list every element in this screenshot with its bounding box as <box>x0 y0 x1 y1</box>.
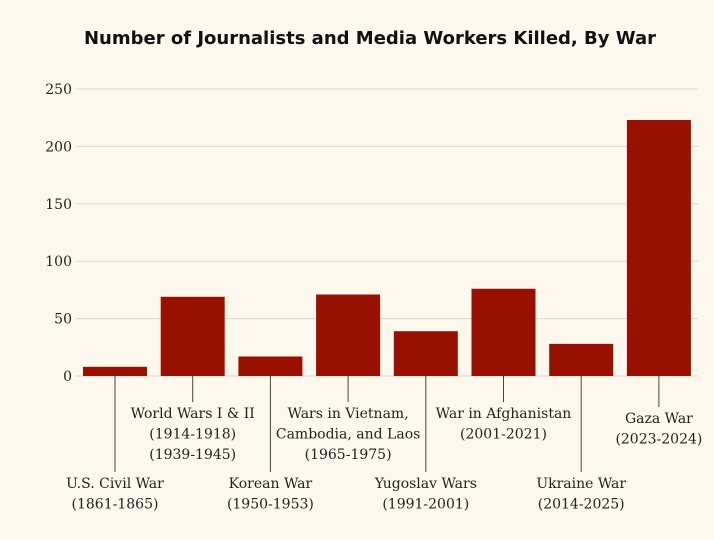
bar <box>316 294 381 376</box>
category-label: U.S. Civil War (1861-1865) <box>66 476 164 513</box>
category-label-line: Cambodia, and Laos <box>276 427 420 443</box>
category-label: Ukraine War (2014-2025) <box>536 476 626 513</box>
bar <box>471 288 536 376</box>
bar <box>83 366 147 376</box>
bar <box>549 343 614 376</box>
category-label-line: (2023-2024) <box>615 432 702 448</box>
category-label: World Wars I & II (1914-1918) (1939-1945) <box>131 406 255 463</box>
category-label: Korean War (1950-1953) <box>227 476 314 513</box>
category-label: Wars in Vietnam, Cambodia, and Laos (1965-… <box>276 406 420 463</box>
y-tick-label: 0 <box>63 369 72 385</box>
y-tick-label: 200 <box>45 139 72 155</box>
category-label-line: Wars in Vietnam, <box>288 406 409 422</box>
bar <box>238 356 303 376</box>
category-label-line: (2001-2021) <box>460 427 547 443</box>
bar <box>393 331 458 376</box>
category-label: Gaza War (2023-2024) <box>615 411 702 448</box>
category-leader-lines <box>114 376 660 472</box>
category-label: Yugoslav Wars (1991-2001) <box>374 476 477 513</box>
category-label-line: World Wars I & II <box>131 406 255 422</box>
y-tick-label: 250 <box>45 82 72 98</box>
category-label-line: (1861-1865) <box>72 497 159 513</box>
category-label: War in Afghanistan (2001-2021) <box>436 406 572 443</box>
category-label-line: (1965-1975) <box>305 447 392 463</box>
category-label-line: War in Afghanistan <box>436 406 572 422</box>
category-label-line: Yugoslav Wars <box>374 476 477 492</box>
category-label-line: Ukraine War <box>536 476 626 492</box>
bar <box>160 296 225 376</box>
y-tick-label: 100 <box>45 254 72 270</box>
category-label-line: (1914-1918) <box>149 427 236 443</box>
chart-title: Number of Journalists and Media Workers … <box>84 28 656 49</box>
category-label-line: (1950-1953) <box>227 497 314 513</box>
category-label-line: (1939-1945) <box>149 447 236 463</box>
category-label-line: Korean War <box>229 476 313 492</box>
bar <box>626 119 691 376</box>
category-label-line: (2014-2025) <box>538 497 625 513</box>
bars <box>83 119 691 376</box>
category-label-line: Gaza War <box>625 411 693 427</box>
category-labels: U.S. Civil War (1861-1865) World Wars I & … <box>66 406 702 513</box>
y-tick-label: 150 <box>45 197 72 213</box>
category-label-line: (1991-2001) <box>382 497 469 513</box>
y-tick-label: 50 <box>54 312 72 328</box>
y-axis-ticks: 0 50 100 150 200 250 <box>45 82 72 385</box>
category-label-line: U.S. Civil War <box>66 476 164 492</box>
